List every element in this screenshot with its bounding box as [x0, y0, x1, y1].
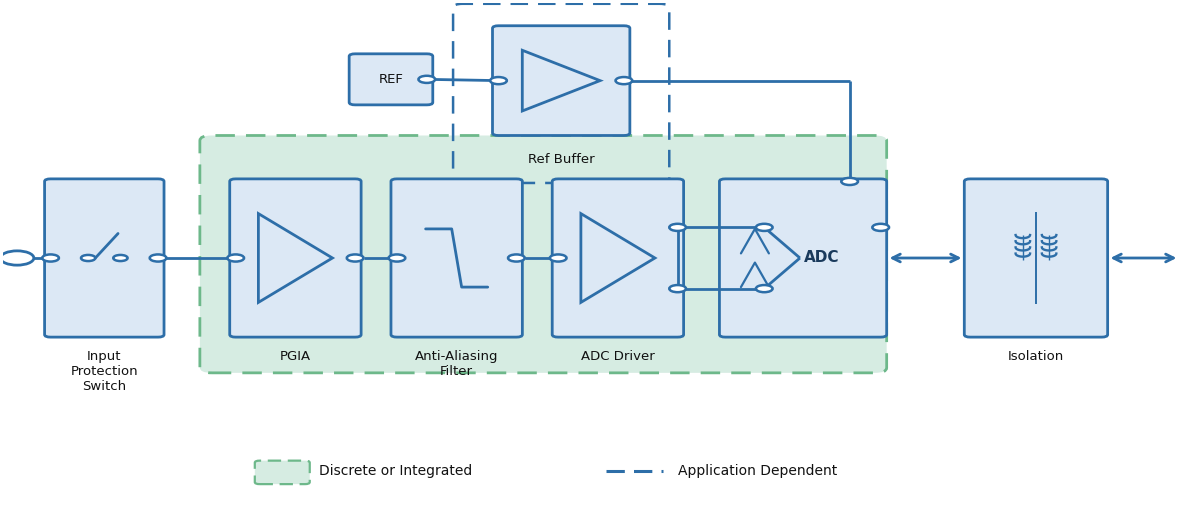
Text: Ref Buffer: Ref Buffer: [528, 153, 594, 166]
Text: PGIA: PGIA: [280, 350, 311, 363]
Circle shape: [389, 254, 406, 262]
Text: ADC Driver: ADC Driver: [581, 350, 655, 363]
FancyBboxPatch shape: [44, 179, 164, 337]
Circle shape: [347, 254, 364, 262]
Circle shape: [550, 254, 566, 262]
Text: Application Dependent: Application Dependent: [678, 464, 836, 478]
Circle shape: [227, 254, 244, 262]
FancyBboxPatch shape: [229, 179, 361, 337]
Polygon shape: [522, 50, 600, 111]
Circle shape: [616, 77, 632, 84]
FancyBboxPatch shape: [349, 54, 433, 105]
FancyBboxPatch shape: [965, 179, 1108, 337]
Circle shape: [419, 76, 436, 83]
Text: Discrete or Integrated: Discrete or Integrated: [319, 464, 473, 478]
Circle shape: [670, 224, 686, 231]
Text: Input
Protection
Switch: Input Protection Switch: [71, 350, 138, 393]
FancyBboxPatch shape: [492, 26, 630, 136]
Circle shape: [150, 254, 167, 262]
Circle shape: [670, 285, 686, 292]
Text: Anti-Aliasing
Filter: Anti-Aliasing Filter: [415, 350, 498, 378]
Circle shape: [872, 224, 889, 231]
Circle shape: [42, 254, 59, 262]
Circle shape: [82, 255, 95, 261]
Circle shape: [0, 251, 34, 265]
FancyBboxPatch shape: [254, 461, 310, 484]
Circle shape: [756, 224, 773, 231]
Circle shape: [756, 285, 773, 292]
Circle shape: [490, 77, 506, 84]
Polygon shape: [258, 214, 332, 302]
FancyBboxPatch shape: [391, 179, 522, 337]
Text: Isolation: Isolation: [1008, 350, 1064, 363]
Text: REF: REF: [378, 73, 403, 86]
Circle shape: [841, 178, 858, 185]
Circle shape: [508, 254, 524, 262]
FancyBboxPatch shape: [200, 136, 887, 373]
FancyBboxPatch shape: [552, 179, 684, 337]
FancyBboxPatch shape: [720, 179, 887, 337]
Circle shape: [113, 255, 127, 261]
Polygon shape: [581, 214, 655, 302]
Text: ADC: ADC: [804, 250, 840, 266]
